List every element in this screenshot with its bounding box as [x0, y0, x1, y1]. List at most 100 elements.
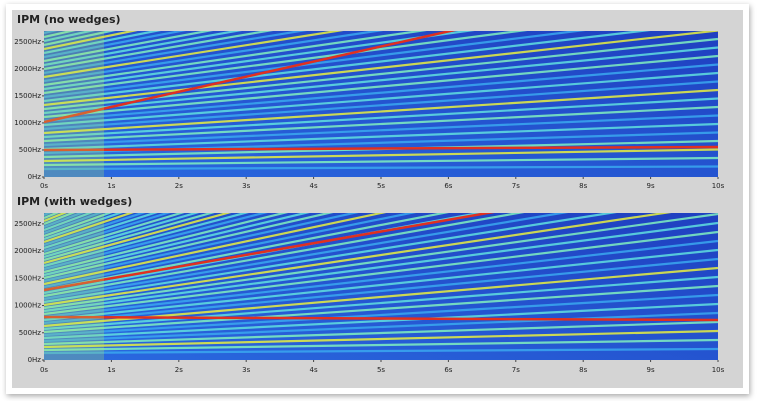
x-tick-label: 4s: [310, 182, 318, 190]
harmonic: [44, 213, 569, 301]
y-tick-label: 1000Hz: [14, 302, 41, 310]
spectrogram-image: [44, 0, 718, 177]
harmonic: [44, 315, 718, 322]
x-tick-label: 9s: [647, 366, 655, 374]
harmonic: [44, 213, 185, 256]
y-tick-label: 2000Hz: [14, 247, 41, 255]
harmonic: [44, 213, 215, 262]
harmonic: [44, 213, 495, 292]
harmonic: [44, 213, 525, 298]
x-tick-label: 2s: [175, 366, 183, 374]
harmonic: [44, 213, 310, 277]
harmonic: [44, 31, 427, 87]
harmonic: [44, 221, 718, 313]
y-tick-label: 2500Hz: [14, 220, 41, 228]
x-tick-label: 6s: [444, 182, 452, 190]
harmonic: [44, 275, 718, 331]
harmonic: [44, 156, 718, 167]
y-tick-label: 0Hz: [28, 173, 42, 181]
x-tick-label: 1s: [107, 366, 115, 374]
harmonic: [44, 31, 243, 67]
harmonic: [44, 213, 268, 271]
harmonic: [44, 46, 718, 115]
harmonic: [44, 31, 456, 124]
harmonic: [44, 88, 718, 135]
y-tick-label: 1000Hz: [14, 119, 41, 127]
harmonic: [44, 239, 718, 319]
x-tick-label: 1s: [107, 182, 115, 190]
harmonic: [44, 213, 450, 292]
harmonic: [44, 338, 718, 352]
x-tick-label: 10s: [712, 366, 725, 374]
chart-title: IPM (with wedges): [17, 195, 132, 208]
chart-title: IPM (no wedges): [17, 13, 121, 26]
harmonic: [44, 230, 718, 316]
harmonic: [44, 31, 344, 79]
x-tick-label: 10s: [712, 182, 725, 190]
y-tick-label: 2000Hz: [14, 65, 41, 73]
harmonic: [44, 213, 359, 283]
harmonic: [44, 145, 718, 152]
x-tick-label: 2s: [175, 182, 183, 190]
x-tick-label: 7s: [512, 366, 520, 374]
x-tick-label: 4s: [310, 366, 318, 374]
harmonic: [44, 213, 617, 304]
x-tick-label: 5s: [377, 366, 385, 374]
harmonic: [44, 311, 718, 343]
harmonic: [44, 31, 187, 59]
harmonic: [44, 80, 718, 131]
harmonic: [44, 71, 718, 127]
harmonic: [44, 213, 289, 274]
x-tick-label: 6s: [444, 366, 452, 374]
harmonic: [44, 213, 672, 307]
harmonic: [44, 213, 249, 268]
harmonic: [44, 148, 718, 163]
harmonic: [44, 329, 718, 349]
harmonic: [44, 213, 171, 253]
glow: [44, 31, 104, 177]
harmonic: [44, 284, 718, 334]
y-tick-label: 500Hz: [19, 329, 42, 337]
x-tick-label: 0s: [40, 366, 48, 374]
harmonic: [44, 31, 307, 75]
harmonic: [44, 213, 387, 286]
harmonic: [44, 213, 417, 289]
harmonic: [44, 31, 475, 91]
harmonic: [44, 122, 718, 151]
x-tick-label: 7s: [512, 182, 520, 190]
harmonic: [44, 97, 718, 139]
x-tick-label: 0s: [40, 182, 48, 190]
glow: [44, 213, 104, 360]
x-tick-label: 5s: [377, 182, 385, 190]
x-tick-label: 3s: [242, 366, 250, 374]
harmonic: [44, 31, 528, 95]
harmonic: [44, 213, 334, 280]
x-tick-label: 9s: [647, 182, 655, 190]
spectrogram-image: [44, 213, 718, 360]
harmonic: [44, 31, 718, 107]
harmonic: [44, 165, 718, 171]
harmonic: [44, 293, 718, 337]
harmonic: [44, 213, 200, 259]
harmonic: [44, 31, 651, 103]
harmonic: [44, 320, 718, 346]
harmonic: [44, 31, 586, 99]
harmonic: [44, 31, 214, 63]
harmonic: [44, 0, 718, 1]
y-tick-label: 2500Hz: [14, 38, 41, 46]
x-tick-label: 3s: [242, 182, 250, 190]
harmonic: [44, 213, 232, 265]
harmonic: [44, 347, 718, 355]
harmonic: [44, 31, 274, 71]
harmonic: [44, 248, 718, 322]
y-tick-label: 0Hz: [28, 356, 42, 364]
harmonic: [44, 54, 718, 119]
x-tick-label: 8s: [579, 182, 587, 190]
y-tick-label: 1500Hz: [14, 92, 41, 100]
y-tick-label: 1500Hz: [14, 274, 41, 282]
harmonic: [44, 105, 718, 143]
x-tick-label: 8s: [579, 366, 587, 374]
harmonic: [44, 257, 718, 325]
harmonic: [44, 31, 384, 83]
